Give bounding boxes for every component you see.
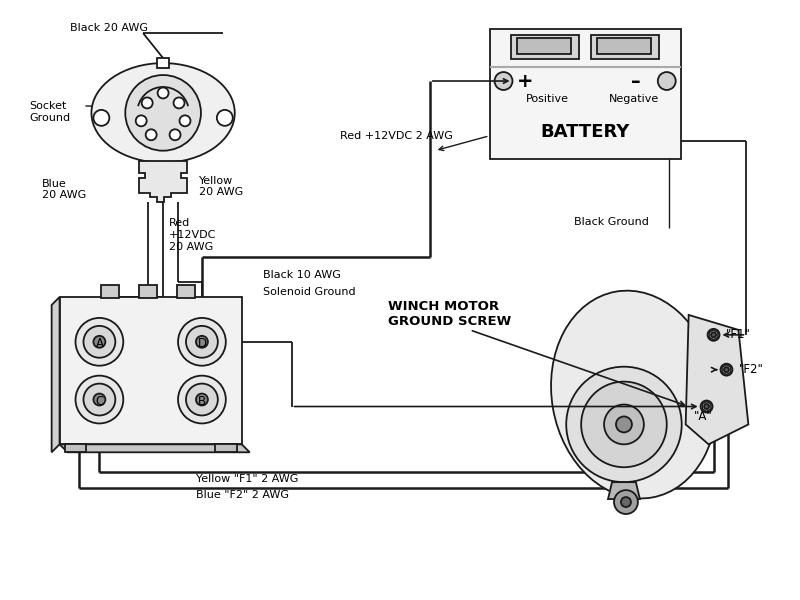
Bar <box>597 38 651 54</box>
Text: Blue "F2" 2 AWG: Blue "F2" 2 AWG <box>196 490 289 500</box>
Text: D: D <box>198 337 207 350</box>
Ellipse shape <box>551 290 717 499</box>
Text: Negative: Negative <box>609 94 659 104</box>
Circle shape <box>178 376 226 424</box>
Text: C: C <box>95 395 104 408</box>
Circle shape <box>217 110 233 126</box>
Text: Red
+12VDC
20 AWG: Red +12VDC 20 AWG <box>169 218 217 251</box>
Circle shape <box>94 110 110 126</box>
Circle shape <box>186 326 218 358</box>
Text: Blue
20 AWG: Blue 20 AWG <box>42 179 86 200</box>
Text: "A": "A" <box>694 410 712 423</box>
Bar <box>59 297 242 445</box>
Text: B: B <box>198 395 206 408</box>
Circle shape <box>174 97 185 109</box>
Text: Black 10 AWG: Black 10 AWG <box>262 270 341 280</box>
Polygon shape <box>139 161 187 202</box>
Circle shape <box>494 72 513 90</box>
Circle shape <box>704 404 709 409</box>
Polygon shape <box>59 445 250 452</box>
Circle shape <box>83 326 115 358</box>
Bar <box>102 285 119 298</box>
Text: Red +12VDC 2 AWG: Red +12VDC 2 AWG <box>340 131 453 141</box>
Bar <box>65 445 86 452</box>
Polygon shape <box>608 482 640 499</box>
Circle shape <box>604 404 644 445</box>
Polygon shape <box>52 297 59 452</box>
Text: Positive: Positive <box>526 94 569 104</box>
Circle shape <box>126 75 201 151</box>
Text: Solenoid Ground: Solenoid Ground <box>262 287 355 297</box>
Text: –: – <box>631 71 641 91</box>
Circle shape <box>707 329 719 341</box>
Text: Black Ground: Black Ground <box>574 217 649 227</box>
Text: +: + <box>517 71 533 91</box>
Circle shape <box>616 416 632 433</box>
Circle shape <box>136 115 146 127</box>
Circle shape <box>94 394 106 406</box>
Circle shape <box>566 367 682 482</box>
Circle shape <box>701 401 713 412</box>
Bar <box>591 35 658 59</box>
Bar <box>490 29 681 158</box>
Text: WINCH MOTOR
GROUND SCREW: WINCH MOTOR GROUND SCREW <box>388 300 511 328</box>
Circle shape <box>83 383 115 415</box>
Text: "F1": "F1" <box>726 328 750 341</box>
Bar <box>511 35 579 59</box>
Circle shape <box>142 97 153 109</box>
Circle shape <box>614 490 638 514</box>
Text: Yellow "F1" 2 AWG: Yellow "F1" 2 AWG <box>196 474 298 484</box>
Circle shape <box>75 318 123 365</box>
Circle shape <box>94 336 106 348</box>
Circle shape <box>186 383 218 415</box>
Bar <box>215 445 237 452</box>
Text: "F2": "F2" <box>738 363 763 376</box>
Bar <box>139 285 157 298</box>
Text: Socket
Ground: Socket Ground <box>30 101 71 122</box>
Bar <box>177 285 195 298</box>
Circle shape <box>721 364 733 376</box>
Circle shape <box>196 336 208 348</box>
Ellipse shape <box>91 63 234 163</box>
Text: A: A <box>95 337 103 350</box>
Circle shape <box>711 332 716 337</box>
Bar <box>157 58 169 68</box>
Circle shape <box>724 367 729 372</box>
Text: Yellow
20 AWG: Yellow 20 AWG <box>199 176 243 197</box>
Circle shape <box>146 129 157 140</box>
Circle shape <box>196 394 208 406</box>
Text: Black 20 AWG: Black 20 AWG <box>70 23 147 33</box>
Circle shape <box>170 129 181 140</box>
Bar <box>518 38 571 54</box>
Text: BATTERY: BATTERY <box>541 123 630 141</box>
Circle shape <box>158 88 169 98</box>
Circle shape <box>75 376 123 424</box>
Polygon shape <box>686 315 748 445</box>
Circle shape <box>179 115 190 127</box>
Circle shape <box>658 72 676 90</box>
Circle shape <box>621 497 631 507</box>
Circle shape <box>581 382 666 467</box>
Circle shape <box>178 318 226 365</box>
